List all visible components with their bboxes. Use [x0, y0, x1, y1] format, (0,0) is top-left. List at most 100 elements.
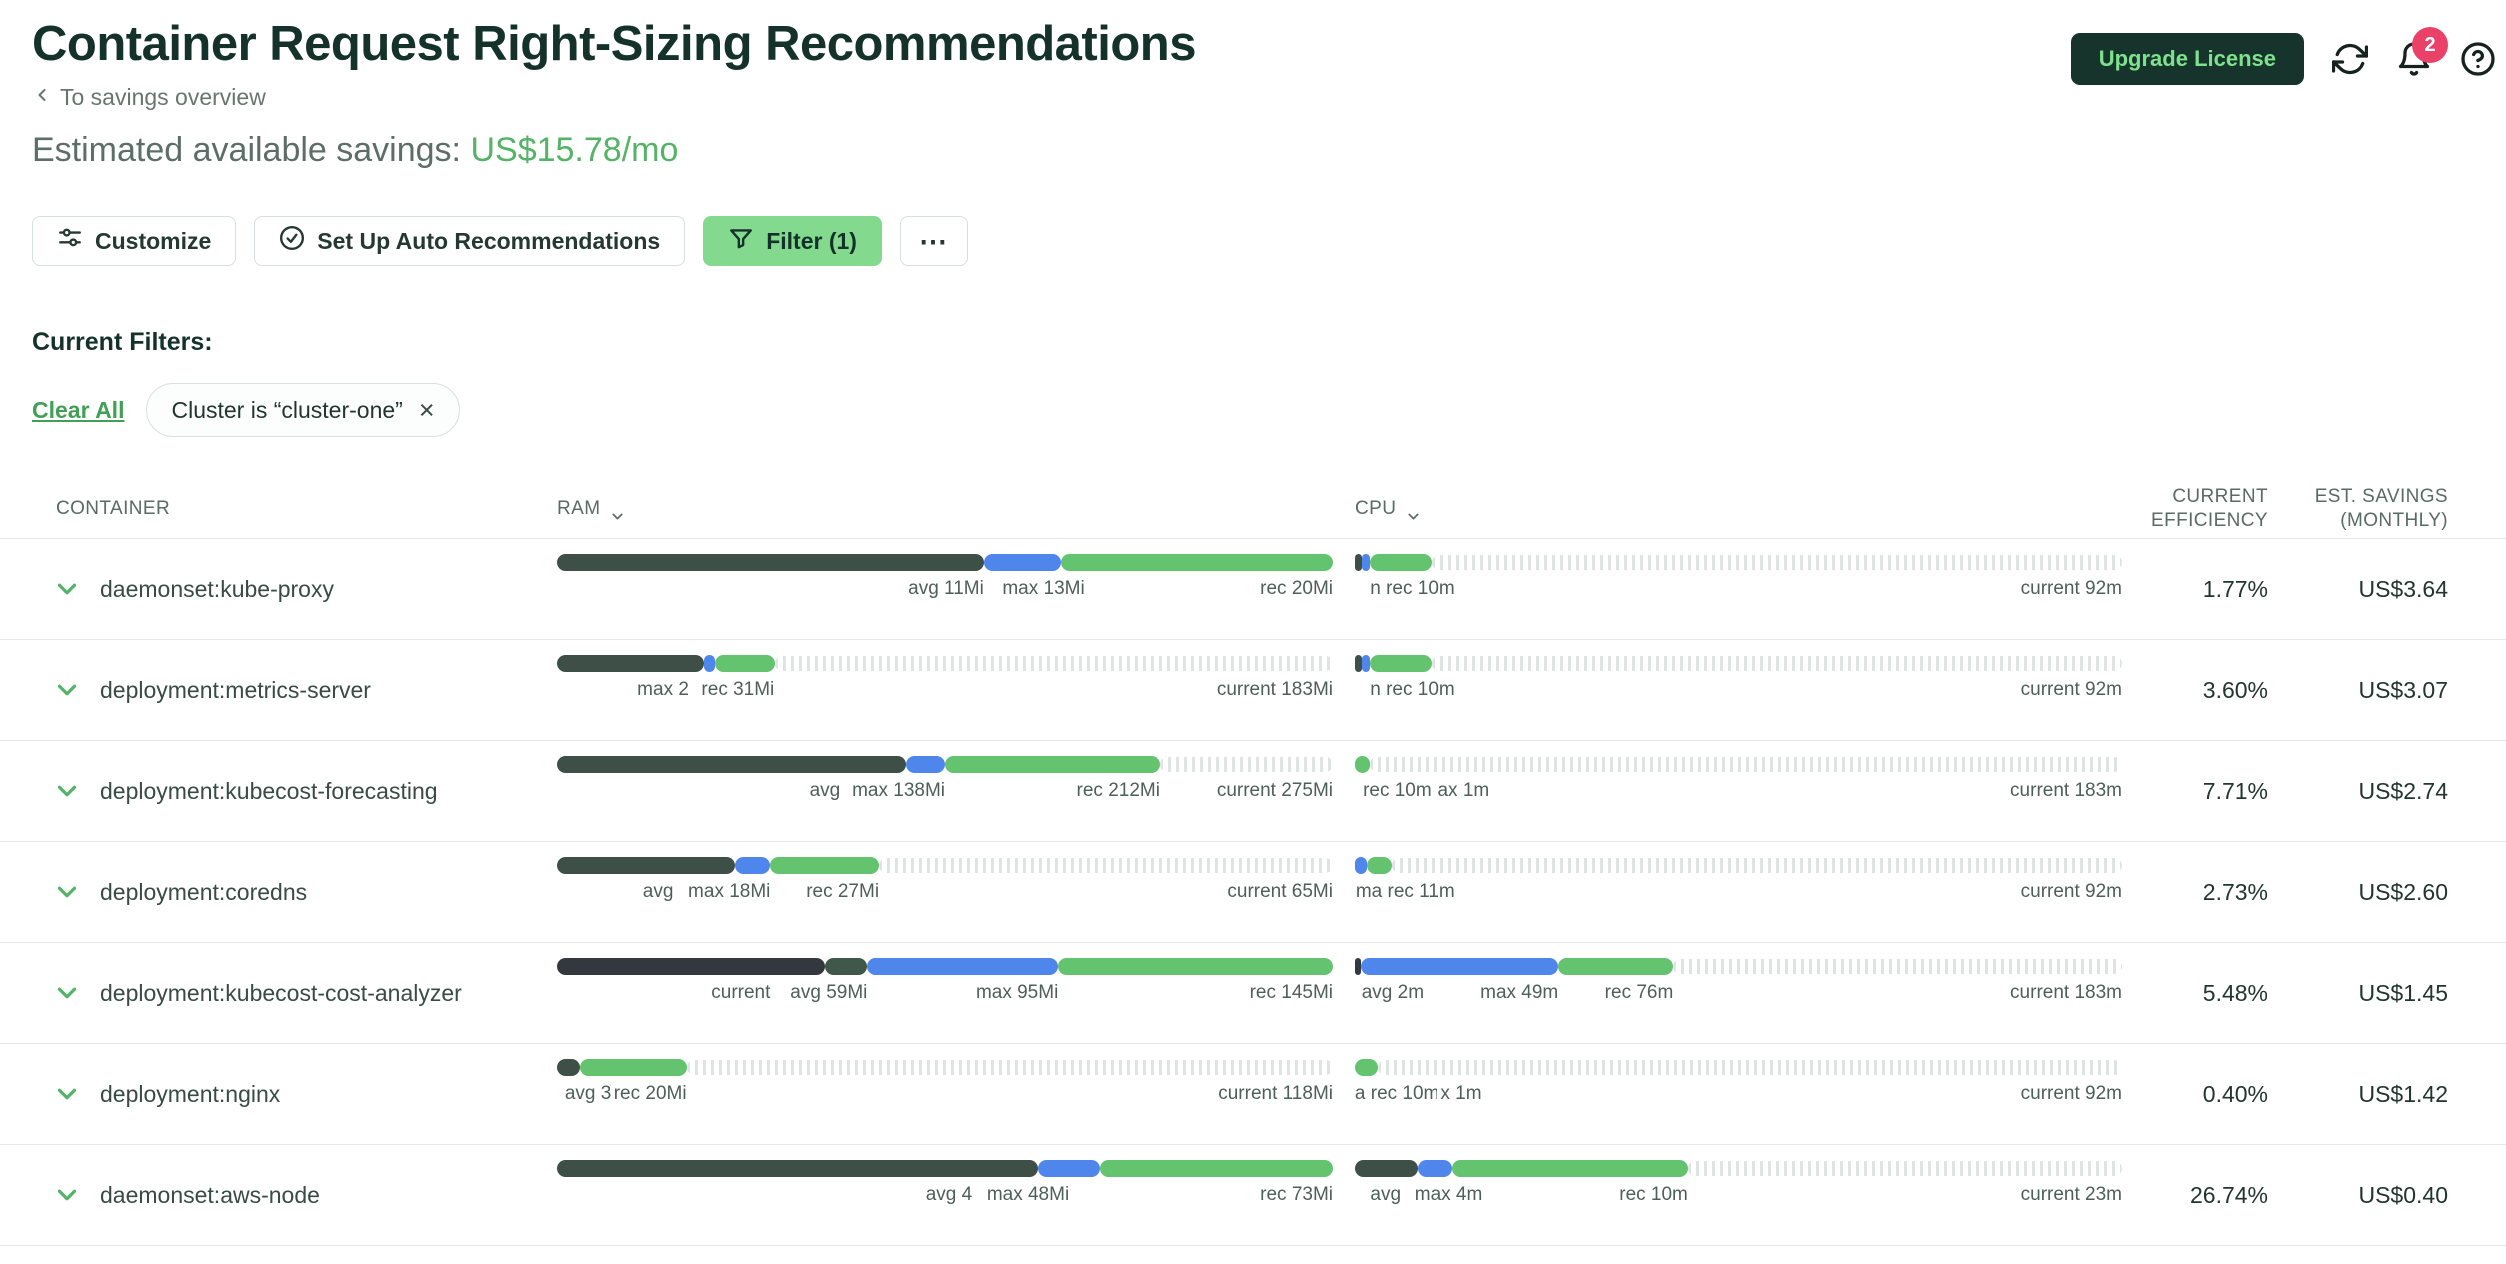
filter-chip: Cluster is “cluster-one” ×: [146, 383, 460, 437]
bar-segment-green: [1355, 1059, 1378, 1076]
expand-row-chevron-icon[interactable]: [52, 877, 82, 907]
ram-cell: avg 4 max 48Mi rec 73Mi: [557, 1145, 1333, 1245]
auto-recommendations-button[interactable]: Set Up Auto Recommendations: [254, 216, 686, 266]
top-controls: Upgrade License 2: [2070, 27, 2496, 85]
chevron-down-icon: [609, 486, 626, 531]
notifications-bell-icon[interactable]: 2: [2396, 27, 2448, 77]
ram-cell: avg max 18Mi rec 27Mi current 65Mi: [557, 842, 1333, 942]
help-icon[interactable]: [2460, 41, 2496, 77]
ram-header-label: RAM: [557, 497, 601, 519]
expand-row-chevron-icon[interactable]: [52, 675, 82, 705]
filter-chip-label: Cluster is “cluster-one”: [171, 396, 403, 423]
current-filters-row: Clear All Cluster is “cluster-one” ×: [32, 383, 2506, 437]
current-filters-heading: Current Filters:: [32, 328, 213, 356]
page-title: Container Request Right-Sizing Recommend…: [32, 17, 1196, 71]
table-row: deployment:metrics-server max 2 rec 31Mi cu…: [0, 640, 2506, 741]
bar-label: max 138Mi: [849, 780, 945, 802]
container-name: deployment:coredns: [100, 878, 308, 905]
bar-label: rec 27Mi: [803, 881, 880, 903]
expand-row-chevron-icon[interactable]: [52, 1180, 82, 1210]
bar-dotted-remainder: [1431, 555, 2122, 570]
ram-cell: current avg 59Mi max 95Mi rec 145Mi: [557, 943, 1333, 1043]
ram-usage-bar: [557, 958, 1333, 975]
bar-segment-slate: [557, 756, 907, 773]
bar-dotted-remainder: [879, 858, 1333, 873]
bar-label: current 183m: [2007, 780, 2122, 802]
cpu-cell: a rec 10m x 1m current 92m: [1351, 1044, 2122, 1144]
check-circle-icon: [279, 225, 305, 257]
column-header-ram[interactable]: RAM: [557, 486, 1333, 531]
customize-button[interactable]: Customize: [32, 216, 237, 266]
bar-label: rec 20Mi: [1257, 578, 1333, 600]
filter-label: Filter (1): [766, 227, 857, 254]
bar-segment-blue: [906, 756, 945, 773]
estimated-savings-value: US$2.74: [2358, 777, 2448, 804]
cpu-cell: avg max 4m rec 10m current 23m: [1355, 1145, 2122, 1245]
container-name: deployment:kubecost-cost-analyzer: [100, 979, 462, 1006]
estimated-savings-value: US$3.64: [2358, 575, 2448, 602]
expand-row-chevron-icon[interactable]: [52, 978, 82, 1008]
bar-segment-green: [715, 655, 776, 672]
more-actions-button[interactable]: ⋯: [899, 216, 968, 266]
bar-label: rec 10m: [1360, 780, 1432, 802]
container-cell: daemonset:kube-proxy: [32, 539, 557, 639]
bar-label: rec 31Mi: [698, 679, 775, 701]
expand-row-chevron-icon[interactable]: [52, 1079, 82, 1109]
bar-label: rec 145Mi: [1246, 982, 1333, 1004]
cpu-cell: n rec 10m current 92m: [1355, 640, 2122, 740]
bar-dotted-remainder: [1159, 757, 1333, 772]
current-efficiency-value: 0.40%: [2202, 1080, 2268, 1107]
upgrade-license-button[interactable]: Upgrade License: [2070, 33, 2304, 85]
bar-segment-blue: [735, 857, 771, 874]
ram-usage-bar: [557, 1059, 1333, 1076]
bar-segment-green: [1367, 857, 1392, 874]
clear-all-link[interactable]: Clear All: [32, 396, 125, 423]
chevron-left-icon: [32, 84, 52, 111]
bar-label: avg: [806, 780, 841, 802]
column-header-container: CONTAINER: [56, 497, 171, 519]
sliders-icon: [57, 225, 83, 257]
column-header-cpu[interactable]: CPU: [1355, 486, 2122, 531]
chevron-down-icon: [1405, 486, 1422, 531]
bar-segment-blue: [1355, 857, 1368, 874]
filter-button[interactable]: Filter (1): [703, 216, 882, 266]
bar-segment-green: [1100, 1160, 1333, 1177]
bar-segment-slate: [1355, 1160, 1418, 1177]
table-body: daemonset:kube-proxy avg 11Mi max 13Mi rec …: [0, 539, 2506, 1246]
auto-recommendations-label: Set Up Auto Recommendations: [317, 227, 661, 254]
chip-close-icon[interactable]: ×: [418, 394, 435, 425]
bar-label: current 92m: [2017, 881, 2122, 903]
current-efficiency-value: 5.48%: [2202, 979, 2268, 1006]
ram-usage-bar: [557, 655, 1333, 672]
bar-label: max 13Mi: [999, 578, 1085, 600]
breadcrumb[interactable]: To savings overview: [32, 84, 266, 111]
bar-label: n rec 10m: [1367, 578, 1455, 600]
bar-segment-green: [1061, 554, 1333, 571]
estimated-savings-value: US$2.60: [2358, 878, 2448, 905]
expand-row-chevron-icon[interactable]: [52, 776, 82, 806]
refresh-icon[interactable]: [2331, 41, 2369, 77]
bar-segment-slate: [557, 554, 984, 571]
expand-row-chevron-icon[interactable]: [52, 574, 82, 604]
breadcrumb-label: To savings overview: [60, 84, 266, 110]
customize-label: Customize: [95, 227, 212, 254]
ram-usage-bar: [557, 1160, 1333, 1177]
bar-segment-blue: [867, 958, 1059, 975]
bar-label: avg 3: [561, 1083, 612, 1105]
table-row: deployment:kubecost-cost-analyzer current…: [0, 943, 2506, 1044]
bar-label: max 4m: [1411, 1184, 1483, 1206]
cpu-usage-bar: [1355, 756, 2122, 773]
bar-label: avg 59Mi: [787, 982, 868, 1004]
bar-segment-slate: [1355, 554, 1362, 571]
cpu-cell: rec 10m ax 1m current 183m: [1355, 741, 2122, 841]
bar-label: ma rec 11m: [1352, 881, 1455, 903]
bar-segment-slate: [557, 655, 705, 672]
bar-segment-green: [580, 1059, 687, 1076]
bar-dotted-remainder: [1391, 858, 2122, 873]
savings-label: Estimated available savings:: [32, 131, 462, 169]
cpu-header-label: CPU: [1355, 497, 1397, 519]
bar-segment-blue: [1361, 958, 1559, 975]
ram-cell: avg 11Mi max 13Mi rec 20Mi: [557, 539, 1333, 639]
bar-label: max 49m: [1477, 982, 1559, 1004]
table-row: deployment:kubecost-forecasting avg max 13…: [0, 741, 2506, 842]
